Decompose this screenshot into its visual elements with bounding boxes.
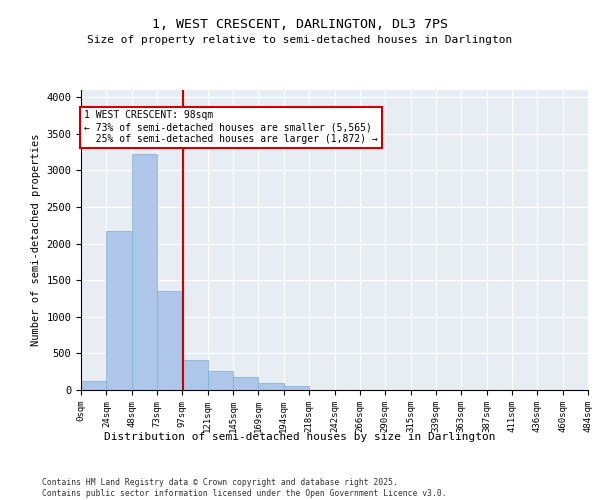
Bar xyxy=(182,360,208,390)
Y-axis label: Number of semi-detached properties: Number of semi-detached properties xyxy=(31,134,41,346)
Text: Distribution of semi-detached houses by size in Darlington: Distribution of semi-detached houses by … xyxy=(104,432,496,442)
Text: 1 WEST CRESCENT: 98sqm
← 73% of semi-detached houses are smaller (5,565)
  25% o: 1 WEST CRESCENT: 98sqm ← 73% of semi-det… xyxy=(84,110,378,144)
Text: 1, WEST CRESCENT, DARLINGTON, DL3 7PS: 1, WEST CRESCENT, DARLINGTON, DL3 7PS xyxy=(152,18,448,30)
Bar xyxy=(233,377,259,390)
Text: Contains HM Land Registry data © Crown copyright and database right 2025.
Contai: Contains HM Land Registry data © Crown c… xyxy=(42,478,446,498)
Bar xyxy=(157,291,182,390)
Text: Size of property relative to semi-detached houses in Darlington: Size of property relative to semi-detach… xyxy=(88,35,512,45)
Bar xyxy=(132,154,157,390)
Bar xyxy=(284,386,309,390)
Bar xyxy=(106,231,132,390)
Bar xyxy=(81,381,106,390)
Bar xyxy=(208,371,233,390)
Bar xyxy=(259,383,284,390)
